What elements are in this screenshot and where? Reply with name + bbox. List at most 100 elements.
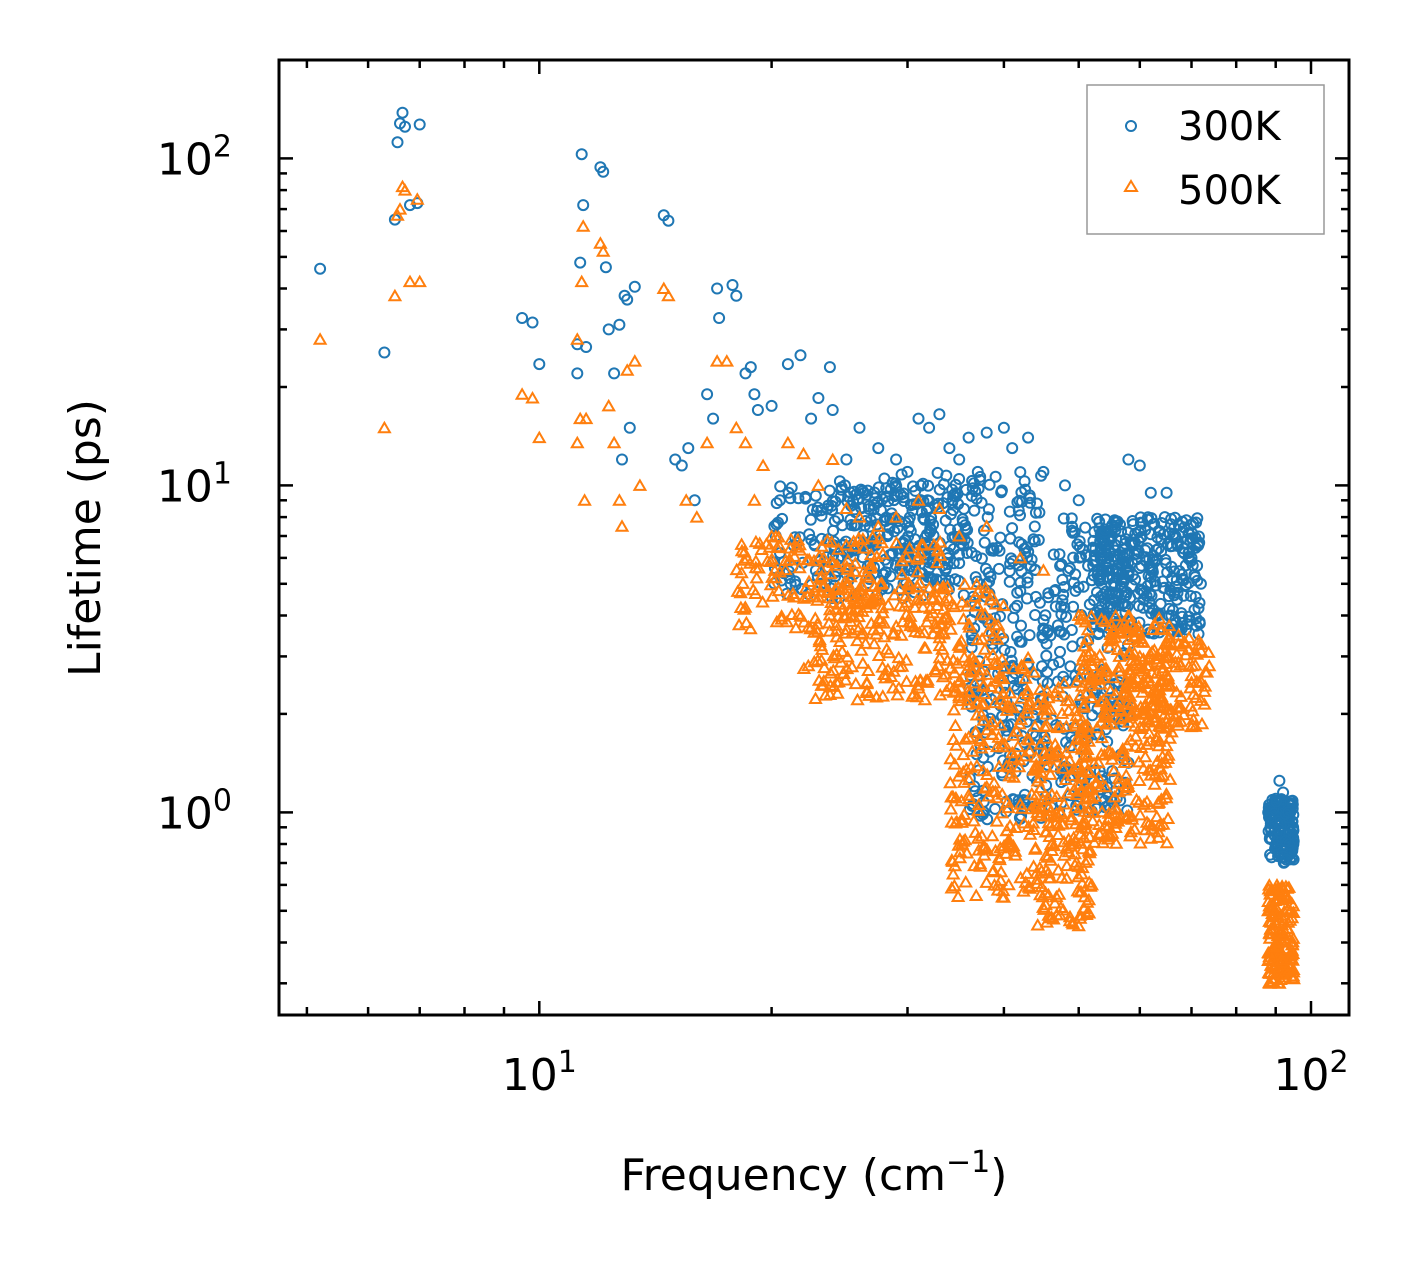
data-point-500k: [1022, 827, 1038, 840]
data-point-500k: [889, 535, 904, 549]
data-point-500k: [1094, 664, 1109, 677]
data-point-500k: [1121, 632, 1137, 645]
data-point-500k: [970, 598, 986, 612]
data-point-500k: [1039, 707, 1054, 720]
data-point-300k: [970, 492, 983, 505]
data-point-500k: [830, 686, 845, 699]
data-point-300k: [1011, 599, 1024, 612]
series-300k: [314, 106, 1300, 869]
data-point-500k: [841, 577, 856, 591]
data-point-500k: [1026, 859, 1041, 872]
data-point-500k: [993, 718, 1008, 731]
data-point-300k: [1163, 602, 1176, 615]
data-point-500k: [989, 790, 1004, 804]
data-point-500k: [959, 662, 975, 676]
data-point-500k: [1020, 705, 1035, 719]
data-point-500k: [848, 676, 864, 690]
data-point-500k: [922, 580, 937, 594]
data-point-300k: [1114, 518, 1126, 531]
data-point-500k: [944, 790, 959, 803]
data-point-500k: [1056, 848, 1072, 861]
data-point-500k: [1142, 726, 1157, 739]
data-point-300k: [577, 199, 590, 212]
data-point-500k: [1076, 658, 1091, 671]
data-point-300k: [979, 562, 992, 575]
data-point-500k: [1014, 801, 1030, 814]
data-point-500k: [719, 354, 735, 367]
data-point-300k: [1163, 527, 1176, 540]
data-point-500k: [1065, 916, 1081, 930]
data-point-500k: [1124, 697, 1139, 711]
data-point-500k: [612, 493, 627, 506]
data-point-500k: [861, 663, 876, 676]
data-point-500k: [967, 675, 982, 689]
data-point-300k: [662, 214, 675, 227]
data-point-300k: [953, 453, 966, 466]
data-point-500k: [1059, 871, 1074, 884]
data-point-500k: [1177, 635, 1193, 649]
data-point-500k: [1286, 971, 1301, 984]
data-point-500k: [1077, 889, 1092, 903]
data-point-300k: [1011, 682, 1024, 695]
data-point-300k: [1003, 505, 1016, 518]
data-point-500k: [1081, 892, 1097, 906]
data-point-500k: [971, 797, 987, 810]
data-point-500k: [961, 788, 976, 801]
data-point-500k: [993, 692, 1009, 705]
data-point-500k: [911, 550, 926, 563]
data-point-500k: [944, 815, 959, 828]
data-point-500k: [1280, 921, 1296, 935]
data-point-500k: [1111, 784, 1127, 798]
data-point-300k: [1095, 526, 1108, 539]
data-point-300k: [794, 349, 807, 362]
data-point-500k: [1005, 745, 1020, 759]
data-point-300k: [597, 165, 610, 178]
data-point-500k: [1041, 887, 1056, 901]
data-point-500k: [1069, 787, 1085, 800]
data-point-300k: [1188, 568, 1201, 581]
data-point-500k: [799, 552, 815, 566]
data-point-500k: [859, 675, 875, 688]
data-point-500k: [1111, 776, 1127, 789]
data-point-300k: [1137, 586, 1150, 599]
data-point-300k: [1033, 596, 1046, 609]
data-point-300k: [826, 404, 839, 416]
data-point-500k: [781, 552, 797, 566]
data-point-300k: [748, 388, 761, 401]
data-point-500k: [796, 661, 812, 674]
data-point-300k: [1164, 540, 1177, 553]
data-point-500k: [863, 560, 879, 574]
data-point-500k: [865, 529, 880, 543]
data-point-500k: [1025, 816, 1041, 829]
data-point-300k: [1133, 459, 1146, 472]
data-point-500k: [1152, 734, 1167, 747]
data-point-500k: [1036, 563, 1051, 576]
data-point-500k: [902, 541, 917, 554]
data-point-500k: [751, 561, 766, 574]
data-point-500k: [810, 653, 826, 666]
data-point-500k: [570, 332, 585, 345]
data-point-500k: [1038, 863, 1054, 876]
data-point-500k: [983, 592, 998, 606]
data-point-500k: [839, 661, 855, 675]
data-point-500k: [1043, 743, 1059, 757]
data-point-500k: [312, 332, 328, 345]
data-point-500k: [1151, 611, 1167, 624]
data-point-300k: [939, 564, 952, 577]
data-point-500k: [844, 659, 860, 673]
data-point-500k: [906, 687, 921, 700]
data-point-300k: [978, 536, 991, 549]
data-point-500k: [985, 828, 1000, 842]
data-point-500k: [1274, 952, 1289, 966]
data-point-500k: [1087, 650, 1103, 664]
data-point-500k: [1076, 698, 1091, 711]
data-point-500k: [1168, 655, 1183, 668]
data-point-300k: [1056, 573, 1069, 586]
data-point-500k: [931, 592, 947, 606]
data-point-500k: [1047, 737, 1063, 750]
legend-label-500k: 500K: [1178, 168, 1282, 214]
data-point-500k: [970, 831, 986, 844]
x-tick-label: 102: [1273, 1045, 1348, 1101]
data-point-300k: [941, 552, 954, 565]
data-point-300k: [1071, 538, 1084, 551]
